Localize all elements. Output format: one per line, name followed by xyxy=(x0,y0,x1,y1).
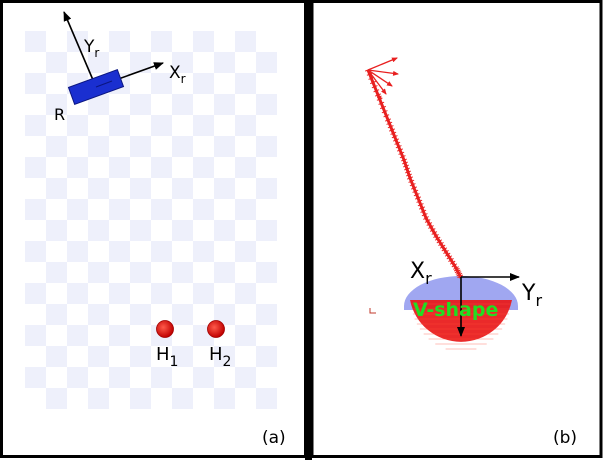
panel-a: R Yr Xr H1 H2 (a) xyxy=(0,0,307,458)
human-2-label: H2 xyxy=(209,344,231,370)
robot-y-axis-label: Yr xyxy=(83,37,99,60)
checkerboard-floor xyxy=(25,31,277,409)
panel-b-caption: (b) xyxy=(553,428,577,448)
panel-b-frame xyxy=(310,0,603,458)
start-direction-arrows xyxy=(367,57,399,102)
robot-y-axis-arrow xyxy=(63,11,97,88)
robot-y-axis-label-b: Yr xyxy=(521,281,542,310)
formation-label: V-shape xyxy=(413,299,498,321)
robot-x-axis-label: Xr xyxy=(169,63,186,86)
robot-label: R xyxy=(54,105,65,124)
human-2-marker xyxy=(207,320,225,338)
robot-x-axis-label-b: Xr xyxy=(410,259,432,288)
panel-b: Xr Yr V-shape (b) xyxy=(310,0,603,458)
world-origin-marker xyxy=(369,308,376,314)
panel-a-caption: (a) xyxy=(262,428,286,448)
panel-divider xyxy=(305,0,312,460)
human-1-marker xyxy=(156,320,174,338)
human-1-label: H1 xyxy=(156,344,178,370)
